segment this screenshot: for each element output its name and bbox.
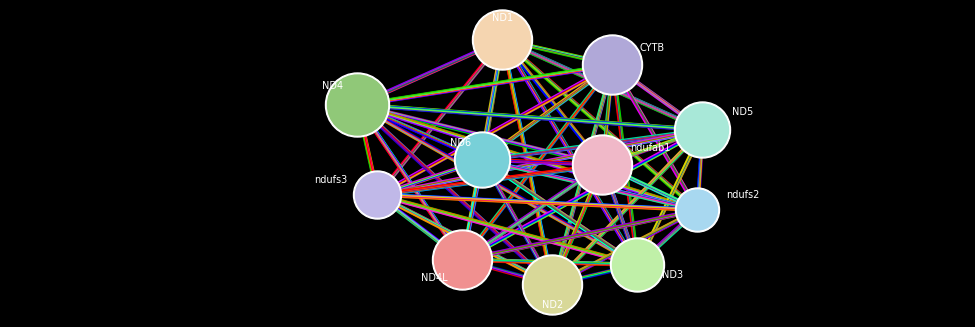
Circle shape bbox=[473, 10, 532, 70]
Circle shape bbox=[677, 104, 728, 156]
Circle shape bbox=[326, 73, 389, 137]
Circle shape bbox=[612, 240, 662, 290]
Circle shape bbox=[475, 12, 530, 68]
Text: ND6: ND6 bbox=[449, 138, 471, 148]
Text: ndufab1: ndufab1 bbox=[630, 143, 671, 153]
Circle shape bbox=[675, 102, 730, 158]
Circle shape bbox=[678, 190, 718, 230]
Circle shape bbox=[456, 134, 509, 186]
Text: CYTB: CYTB bbox=[640, 43, 665, 53]
Text: ND4: ND4 bbox=[322, 81, 343, 91]
Circle shape bbox=[356, 173, 400, 217]
Circle shape bbox=[454, 132, 511, 188]
Circle shape bbox=[328, 75, 387, 135]
Circle shape bbox=[572, 135, 633, 195]
Circle shape bbox=[354, 171, 402, 219]
Text: ND4L: ND4L bbox=[421, 273, 448, 283]
Text: ND5: ND5 bbox=[732, 107, 753, 117]
Circle shape bbox=[523, 255, 582, 315]
Text: ND3: ND3 bbox=[662, 270, 683, 280]
Circle shape bbox=[582, 35, 643, 95]
Circle shape bbox=[676, 188, 720, 232]
Circle shape bbox=[610, 238, 665, 292]
Text: ndufs2: ndufs2 bbox=[725, 190, 760, 200]
Circle shape bbox=[435, 232, 490, 288]
Text: ND2: ND2 bbox=[542, 300, 564, 310]
Circle shape bbox=[525, 257, 580, 313]
Text: ND1: ND1 bbox=[492, 13, 513, 23]
Circle shape bbox=[433, 230, 492, 290]
Circle shape bbox=[574, 137, 631, 193]
Text: ndufs3: ndufs3 bbox=[314, 175, 347, 185]
Circle shape bbox=[584, 37, 641, 93]
